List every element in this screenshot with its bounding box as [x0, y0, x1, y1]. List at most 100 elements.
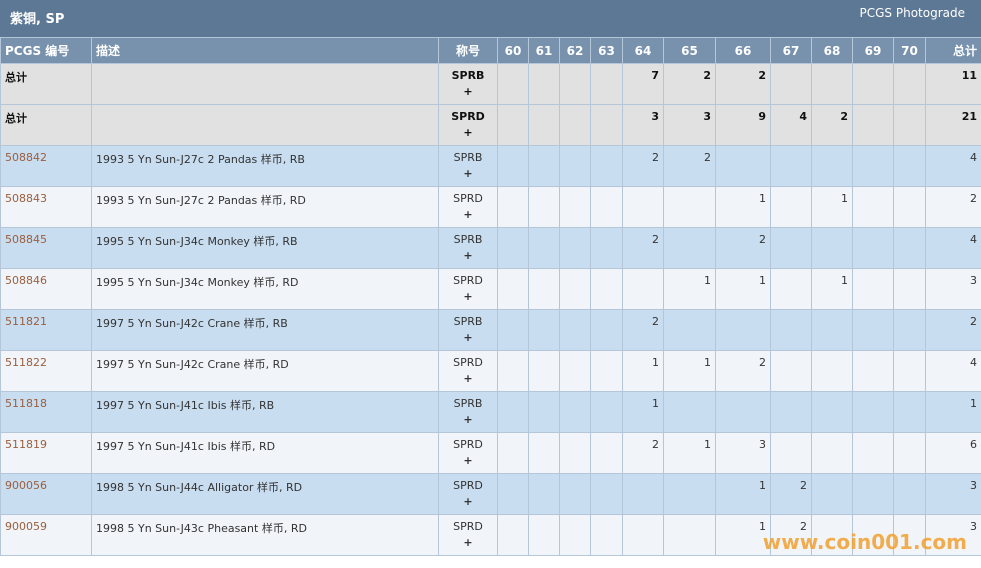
- designation: SPRD: [453, 438, 483, 451]
- expand-button[interactable]: +: [463, 495, 473, 508]
- table-row: 511821 1997 5 Yn Sun-J42c Crane 样币, RB SPR…: [0, 309, 981, 351]
- pcgs-code[interactable]: 508843: [5, 192, 47, 205]
- grade-cell: [590, 432, 623, 474]
- pcgs-code[interactable]: 900056: [5, 479, 47, 492]
- col-header: 60: [497, 37, 529, 64]
- grade-cell: [893, 145, 926, 187]
- total-cell: 2: [925, 309, 981, 351]
- grade-cell: [497, 104, 529, 146]
- grade-cell: [811, 473, 853, 515]
- grade-cell: [852, 432, 894, 474]
- pcgs-code[interactable]: 900059: [5, 520, 47, 533]
- grade-cell: [893, 63, 926, 105]
- grade-cell: [497, 309, 529, 351]
- grade-cell: [622, 268, 664, 310]
- grade-cell: 1: [715, 268, 771, 310]
- grade-cell: [770, 350, 812, 392]
- code-cell: 508842: [0, 145, 92, 187]
- expand-button[interactable]: +: [463, 331, 473, 344]
- code-cell: 508843: [0, 186, 92, 228]
- expand-button[interactable]: +: [463, 372, 473, 385]
- designation-cell: SPRD +: [438, 514, 498, 556]
- description: 1998 5 Yn Sun-J44c Alligator 样币, RD: [96, 481, 303, 494]
- expand-button[interactable]: +: [463, 536, 473, 549]
- grade-cell: [852, 391, 894, 433]
- total-cell: 1: [925, 391, 981, 433]
- grade-cell: 2: [622, 145, 664, 187]
- grade-cell: 2: [811, 104, 853, 146]
- description-cell: 1997 5 Yn Sun-J41c Ibis 样币, RB: [91, 391, 439, 433]
- grade-count: 2: [759, 356, 766, 369]
- designation: SPRB: [453, 397, 483, 410]
- code-cell: 511821: [0, 309, 92, 351]
- grade-cell: [528, 350, 560, 392]
- total-label: 总计: [5, 71, 27, 84]
- designation-cell: SPRD +: [438, 104, 498, 146]
- grade-cell: [770, 309, 812, 351]
- grade-cell: [497, 432, 529, 474]
- grade-cell: [770, 268, 812, 310]
- expand-button[interactable]: +: [463, 126, 473, 139]
- table-row: 511822 1997 5 Yn Sun-J42c Crane 样币, RD SPR…: [0, 350, 981, 392]
- expand-button[interactable]: +: [463, 454, 473, 467]
- grade-cell: 2: [622, 309, 664, 351]
- total-cell: 3: [925, 514, 981, 556]
- grade-cell: 1: [622, 350, 664, 392]
- watermark: www.coin001.com: [762, 530, 967, 554]
- grade-cell: 2: [770, 514, 812, 556]
- grade-cell: [811, 391, 853, 433]
- grade-cell: [852, 309, 894, 351]
- grade-cell: [622, 186, 664, 228]
- grade-cell: 2: [622, 432, 664, 474]
- pcgs-code[interactable]: 508845: [5, 233, 47, 246]
- pcgs-code[interactable]: 511819: [5, 438, 47, 451]
- pcgs-code[interactable]: 508842: [5, 151, 47, 164]
- grade-cell: [528, 227, 560, 269]
- expand-button[interactable]: +: [463, 85, 473, 98]
- grade-count: 1: [652, 397, 659, 410]
- designation-cell: SPRD +: [438, 350, 498, 392]
- grade-cell: 1: [715, 186, 771, 228]
- description-cell: 1997 5 Yn Sun-J42c Crane 样币, RD: [91, 350, 439, 392]
- expand-button[interactable]: +: [463, 290, 473, 303]
- grade-cell: [770, 145, 812, 187]
- total-label: 总计: [5, 112, 27, 125]
- designation-cell: SPRB +: [438, 63, 498, 105]
- description: 1995 5 Yn Sun-J34c Monkey 样币, RB: [96, 235, 298, 248]
- photograde-link[interactable]: PCGS Photograde: [859, 6, 965, 20]
- grade-cell: [715, 309, 771, 351]
- total-cell: 11: [925, 63, 981, 105]
- description-cell: 1993 5 Yn Sun-J27c 2 Pandas 样币, RD: [91, 186, 439, 228]
- grade-count: 2: [652, 233, 659, 246]
- grade-count: 2: [652, 151, 659, 164]
- table-row: 总计 SPRD +3 3 9 4 2 21: [0, 104, 981, 146]
- expand-button[interactable]: +: [463, 413, 473, 426]
- pcgs-code[interactable]: 511818: [5, 397, 47, 410]
- grade-cell: 9: [715, 104, 771, 146]
- expand-button[interactable]: +: [463, 249, 473, 262]
- total-cell: 3: [925, 473, 981, 515]
- designation-cell: SPRB +: [438, 145, 498, 187]
- grade-count: 1: [841, 192, 848, 205]
- designation: SPRD: [453, 274, 483, 287]
- table-row: 508846 1995 5 Yn Sun-J34c Monkey 样币, RD SP…: [0, 268, 981, 310]
- pcgs-code[interactable]: 511822: [5, 356, 47, 369]
- grade-cell: 2: [663, 145, 716, 187]
- grade-cell: [893, 227, 926, 269]
- grade-cell: [893, 514, 926, 556]
- grade-cell: [559, 104, 591, 146]
- expand-button[interactable]: +: [463, 208, 473, 221]
- expand-button[interactable]: +: [463, 167, 473, 180]
- grade-cell: [811, 309, 853, 351]
- pcgs-code[interactable]: 508846: [5, 274, 47, 287]
- grade-cell: [528, 186, 560, 228]
- grade-cell: 3: [622, 104, 664, 146]
- grade-count: 2: [704, 151, 711, 164]
- grade-cell: [528, 514, 560, 556]
- grade-cell: [893, 268, 926, 310]
- grade-cell: 2: [715, 227, 771, 269]
- grade-cell: [852, 473, 894, 515]
- grade-cell: 3: [663, 104, 716, 146]
- pcgs-code[interactable]: 511821: [5, 315, 47, 328]
- grade-cell: [852, 350, 894, 392]
